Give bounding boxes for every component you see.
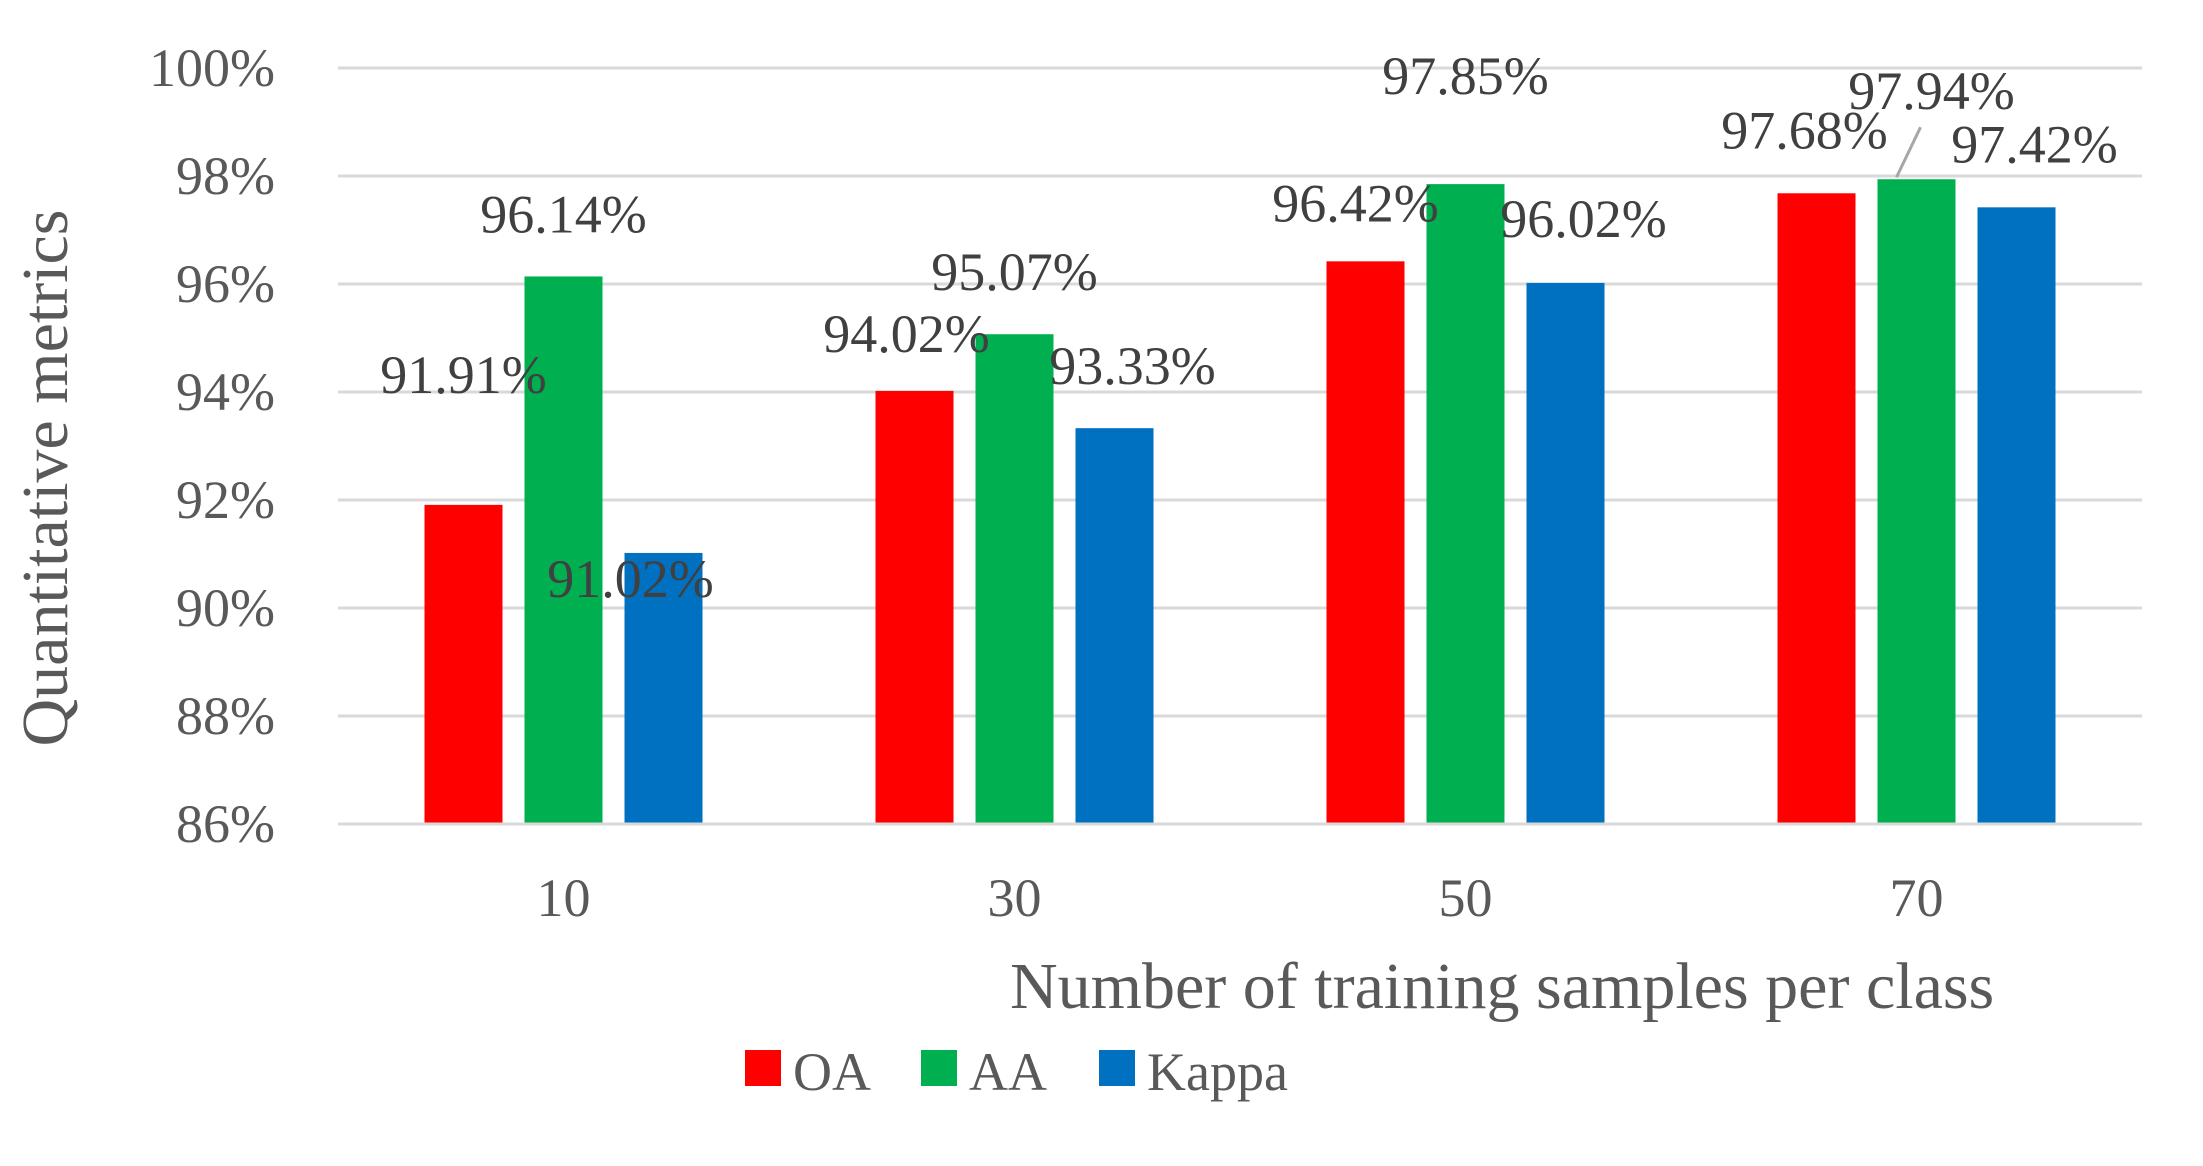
legend-swatch-oa — [745, 1050, 781, 1086]
legend-swatch-aa — [921, 1050, 957, 1086]
data-label-aa-70: 97.94% — [1848, 61, 2014, 121]
data-label-oa-50: 96.42% — [1272, 173, 1438, 233]
x-tick-label: 30 — [988, 868, 1042, 928]
bar-oa-10 — [424, 504, 503, 824]
data-label-aa-30: 95.07% — [931, 242, 1097, 302]
y-tick-label: 100% — [149, 38, 275, 98]
bar-aa-10 — [524, 276, 603, 824]
y-tick-label: 86% — [176, 794, 275, 854]
bars — [424, 179, 2056, 825]
y-axis-title: Quantitative metrics — [9, 210, 82, 747]
data-label-aa-10: 96.14% — [480, 184, 646, 244]
data-label-aa-50: 97.85% — [1382, 46, 1548, 106]
data-labels: 91.91% 96.14% 91.02% 94.02%95.07% 93.33% 96.4… — [380, 46, 2117, 609]
data-label-oa-10: 91.91% — [380, 345, 546, 405]
bar-kappa-50 — [1526, 282, 1605, 824]
data-label-kappa-10: 91.02% — [547, 549, 713, 609]
gridlines — [338, 66, 2142, 718]
legend-label-oa: OA — [793, 1042, 871, 1102]
bar-aa-70 — [1877, 179, 1956, 825]
x-tick-label: 70 — [1890, 868, 1944, 928]
bar-oa-30 — [875, 390, 954, 824]
y-tick-label: 98% — [176, 146, 275, 206]
data-label-kappa-70: 97.42% — [1951, 114, 2117, 174]
data-label-oa-70: 97.68% — [1721, 100, 1887, 160]
leader-line — [1895, 126, 1922, 178]
bar-aa-30 — [975, 334, 1054, 824]
y-tick-label: 94% — [176, 362, 275, 422]
y-tick-label: 92% — [176, 470, 275, 530]
data-label-kappa-30: 93.33% — [1049, 336, 1215, 396]
x-axis-title: Number of training samples per class — [1010, 950, 1994, 1023]
data-label-kappa-50: 96.02% — [1500, 189, 1666, 249]
y-tick-label: 90% — [176, 578, 275, 638]
bar-kappa-10 — [624, 552, 703, 824]
x-tick-label: 10 — [537, 868, 591, 928]
data-label-oa-30: 94.02% — [823, 304, 989, 364]
legend-label-aa: AA — [969, 1042, 1047, 1102]
y-tick-label: 96% — [176, 254, 275, 314]
axes: 86% 88% 90% 92% 94% 96% 98% 100% 10 30 50 70 — [149, 38, 2142, 928]
legend-swatch-kappa — [1099, 1050, 1135, 1086]
legend-label-kappa: Kappa — [1147, 1042, 1288, 1102]
bar-kappa-70 — [1977, 207, 2056, 824]
legend: OA AA Kappa — [745, 1042, 1288, 1102]
bar-aa-50 — [1426, 184, 1505, 825]
bar-kappa-30 — [1075, 428, 1154, 824]
bar-oa-70 — [1777, 193, 1856, 824]
x-tick-label: 50 — [1439, 868, 1493, 928]
y-tick-label: 88% — [176, 686, 275, 746]
bar-oa-50 — [1326, 261, 1405, 824]
